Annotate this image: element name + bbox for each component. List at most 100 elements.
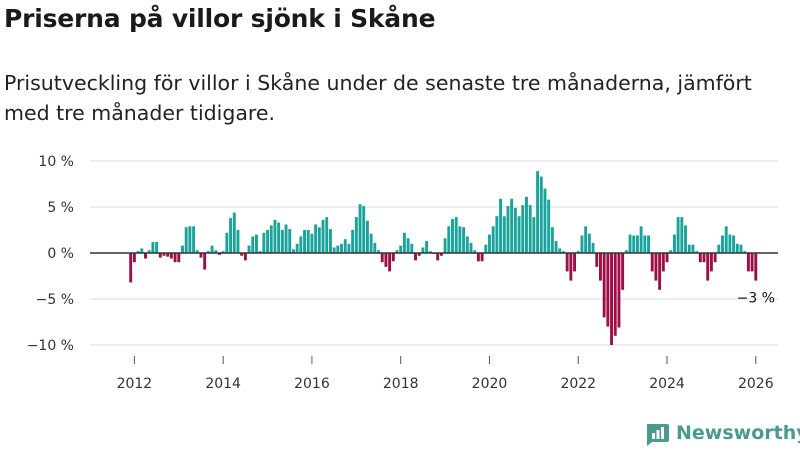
y-tick-label: 0 % [47, 246, 74, 262]
bar [709, 253, 713, 272]
bar [687, 244, 691, 253]
y-tick-label: 10 % [38, 154, 74, 170]
bar [536, 171, 540, 253]
bar [735, 243, 739, 253]
bar [695, 251, 699, 253]
bar [395, 250, 399, 253]
bar [484, 244, 488, 253]
bar [628, 234, 632, 253]
bar [428, 251, 432, 253]
bar [373, 242, 377, 253]
bar [499, 198, 503, 253]
bar [746, 253, 750, 272]
bar [447, 226, 451, 253]
x-tick-label: 2018 [383, 376, 419, 392]
bar [388, 253, 392, 272]
bar [610, 253, 613, 345]
bar [661, 253, 665, 272]
bar [414, 253, 417, 261]
bar [550, 227, 554, 253]
bar [343, 239, 347, 253]
bar [221, 251, 225, 253]
bar-chart: 10 % 5 % 0 % −5 % −10 % 2012 2014 2016 2018 2020 2… [27, 154, 778, 392]
x-tick-label: 2016 [294, 376, 330, 392]
bar [451, 218, 454, 253]
bar [573, 253, 577, 272]
bar [425, 241, 429, 253]
bar [510, 198, 514, 253]
x-tick-label: 2012 [117, 376, 153, 392]
bar [210, 245, 214, 253]
bar [347, 243, 351, 253]
bar [439, 253, 443, 256]
bar [243, 253, 247, 261]
bar [591, 242, 595, 253]
bar [299, 236, 303, 253]
bar [255, 234, 258, 253]
bar [539, 176, 543, 253]
bar [277, 222, 281, 253]
bar [421, 247, 425, 253]
bar [144, 253, 147, 259]
bar [706, 253, 710, 281]
x-tick-label: 2022 [560, 376, 596, 392]
bar [406, 238, 410, 253]
bar [136, 251, 140, 253]
bar [488, 234, 491, 253]
bar [702, 253, 706, 263]
bar [273, 219, 277, 253]
x-tick-label: 2026 [738, 376, 774, 392]
bar [595, 253, 599, 267]
bar [724, 226, 728, 253]
bar [199, 253, 203, 258]
bar [713, 253, 717, 263]
bar [672, 234, 676, 253]
bar [314, 224, 318, 253]
bar [417, 253, 421, 256]
bar [617, 253, 621, 328]
bar [506, 206, 510, 253]
bar [502, 216, 506, 253]
bar [547, 199, 551, 253]
bar [332, 247, 336, 253]
bar [399, 245, 403, 253]
bar [365, 220, 369, 253]
bar [462, 227, 466, 253]
bar [587, 233, 591, 253]
bar [303, 230, 306, 253]
bar [476, 253, 480, 262]
y-tick-label: −10 % [27, 338, 74, 354]
bar [491, 226, 495, 253]
bar [295, 243, 299, 253]
bar [621, 253, 625, 290]
bar [469, 242, 473, 253]
bar [613, 253, 617, 336]
bar [558, 248, 562, 253]
x-tick-label: 2020 [472, 376, 508, 392]
bar [624, 250, 628, 253]
bar [181, 245, 184, 253]
bar [732, 235, 736, 253]
bar [580, 235, 584, 253]
bar [528, 205, 532, 253]
bar [665, 253, 669, 263]
bar [155, 241, 159, 253]
bar [632, 235, 636, 253]
bar [225, 232, 229, 253]
bar [521, 205, 525, 253]
bar [184, 227, 188, 253]
bar [458, 226, 462, 253]
bar [310, 233, 314, 253]
bar [602, 253, 606, 318]
bar [162, 253, 166, 256]
bar [240, 253, 244, 256]
newsworthy-logo-icon [647, 424, 669, 446]
bar [454, 217, 458, 253]
brand-name: Newsworthy [676, 422, 800, 444]
bar [229, 218, 233, 253]
bar [258, 251, 262, 253]
bar [391, 253, 395, 262]
bar [292, 249, 295, 253]
bar [743, 251, 747, 253]
bar [676, 217, 680, 253]
